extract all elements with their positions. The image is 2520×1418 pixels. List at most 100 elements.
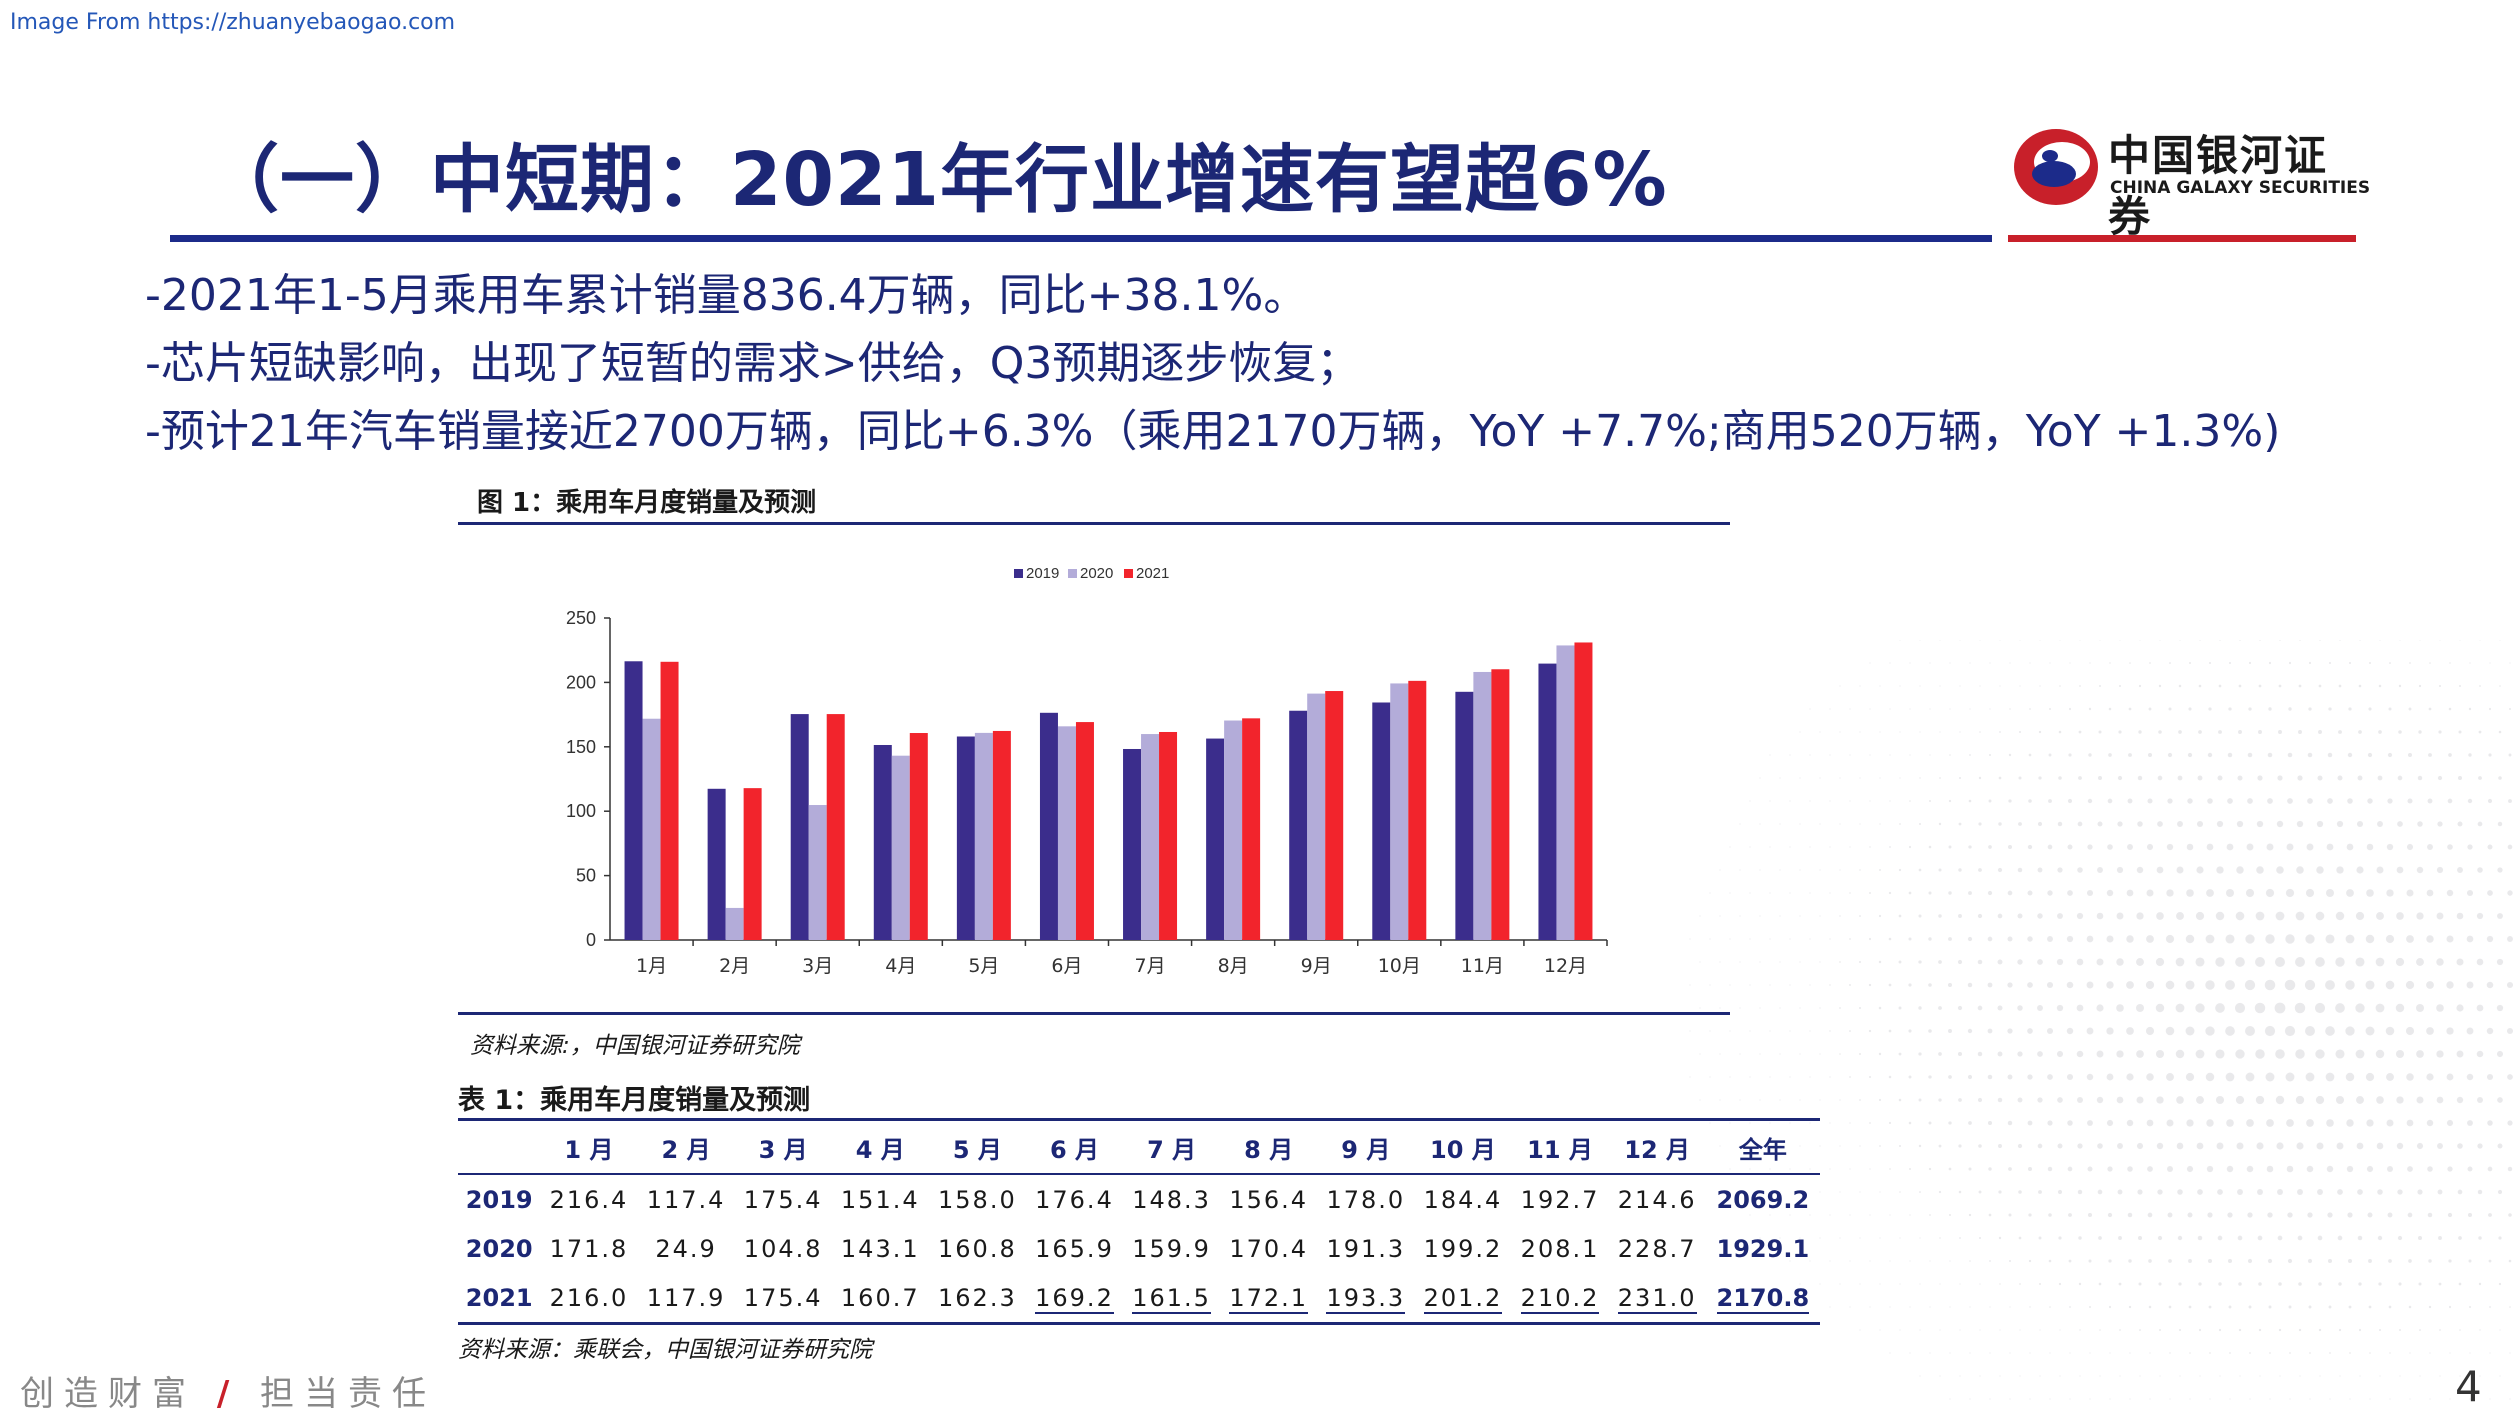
table-cell: 170.4 (1229, 1234, 1309, 1263)
table-cell: 159.9 (1132, 1234, 1211, 1263)
table-header-cell: 10 月 (1414, 1118, 1512, 1175)
bar-2020-2月 (725, 907, 744, 940)
table-cell: 231.0 (1608, 1273, 1706, 1325)
table-cell: 169.2 (1025, 1273, 1124, 1325)
table-row: 2020 171.8 24.9 104.8 143.1 160.8 165.9 159.9 17… (458, 1224, 1820, 1273)
table-cell: 216.4 (549, 1185, 629, 1214)
table-cell: 210.2 (1511, 1273, 1609, 1325)
table-cell: 184.4 (1423, 1185, 1503, 1214)
y-tick-label: 0 (586, 930, 596, 950)
bar-2020-1月 (642, 718, 661, 940)
bar-2019-5月 (956, 736, 975, 940)
x-tick-label: 11月 (1461, 955, 1504, 977)
y-tick-label: 200 (566, 672, 596, 692)
bar-2021-6月 (1075, 722, 1094, 940)
table-title: 表 1：乘用车月度销量及预测 (458, 1085, 811, 1116)
bar-2021-8月 (1242, 718, 1261, 940)
bullet-point: -2021年1-5月乘用车累计销量836.4万辆，同比+38.1%。 (145, 270, 1308, 321)
legend-swatch-2021 (1124, 569, 1133, 578)
table-header-cell: 4 月 (831, 1118, 929, 1175)
table-cell: 160.7 (831, 1273, 929, 1325)
table-cell: 175.4 (734, 1273, 832, 1325)
table-cell: 117.9 (637, 1273, 735, 1325)
table-cell: 175.4 (743, 1185, 823, 1214)
bar-2019-3月 (790, 714, 809, 940)
x-tick-label: 10月 (1378, 955, 1421, 977)
table-header-cell: 12 月 (1608, 1118, 1706, 1175)
x-tick-label: 3月 (802, 955, 833, 977)
legend-swatch-2020 (1068, 569, 1077, 578)
bar-2021-5月 (992, 730, 1011, 940)
x-tick-label: 4月 (885, 955, 916, 977)
figure-source-note: 资料来源:，中国银河证券研究院 (470, 1033, 800, 1059)
table-row: 2021 216.0 117.9 175.4 160.7 162.3 169.2 161.5 1… (458, 1273, 1820, 1325)
logo-divider (2008, 235, 2356, 242)
x-tick-label: 6月 (1051, 955, 1082, 977)
bar-2019-6月 (1039, 712, 1058, 940)
figure-title-rule (458, 522, 1730, 525)
x-tick-label: 1月 (636, 955, 667, 977)
table-source-note: 资料来源：乘联会，中国银河证券研究院 (458, 1337, 872, 1363)
bar-2020-4月 (891, 755, 910, 940)
table-cell: 143.1 (840, 1234, 920, 1263)
source-watermark: Image From https://zhuanyebaogao.com (10, 10, 456, 35)
bar-2020-9月 (1307, 693, 1326, 940)
table-cell: 24.9 (655, 1234, 717, 1263)
table-header-cell: 全年 (1705, 1118, 1820, 1175)
table-cell: 162.3 (928, 1273, 1026, 1325)
bar-2021-12月 (1574, 642, 1593, 940)
monthly-sales-bar-chart: 2019 2020 2021 0 50 100 150 200 250 1月 2月 3月 4月 5月 6月 7… (566, 565, 1608, 977)
bar-2021-3月 (826, 714, 845, 940)
bar-2019-10月 (1372, 702, 1391, 940)
table-cell: 161.5 (1123, 1273, 1221, 1325)
table-header-cell: 7 月 (1123, 1118, 1221, 1175)
bar-2020-8月 (1224, 720, 1243, 940)
figure-bottom-rule (458, 1012, 1730, 1015)
bar-2019-4月 (873, 744, 892, 940)
x-tick-label: 7月 (1134, 955, 1165, 977)
slogan-separator: / (216, 1374, 240, 1414)
page-number: 4 (2455, 1362, 2482, 1411)
slide-title: （一）中短期：2021年行业增速有望超6% (205, 137, 1668, 223)
bar-2019-2月 (707, 788, 726, 940)
bar-2021-7月 (1159, 731, 1178, 940)
table-cell: 172.1 (1220, 1273, 1318, 1325)
footer-slogan: 创造财富 / 担当责任 (20, 1366, 436, 1415)
table-header-cell: 11 月 (1511, 1118, 1609, 1175)
bar-2020-7月 (1141, 734, 1160, 940)
y-tick-label: 50 (576, 866, 596, 886)
table-header-cell: 2 月 (637, 1118, 735, 1175)
bar-2019-8月 (1206, 738, 1225, 940)
bar-2021-1月 (660, 661, 679, 940)
table-cell: 117.4 (646, 1185, 726, 1214)
bar-2020-3月 (808, 805, 827, 940)
bar-2019-1月 (624, 661, 643, 940)
table-row: 2019 216.4 117.4 175.4 151.4 158.0 176.4 148.3 1… (458, 1174, 1820, 1224)
slogan-left: 创造财富 (20, 1374, 196, 1414)
figure-title: 图 1：乘用车月度销量及预测 (477, 488, 817, 518)
legend-label-2019: 2019 (1026, 565, 1059, 582)
bar-2021-11月 (1491, 669, 1510, 940)
bullet-point: -预计21年汽车销量接近2700万辆，同比+6.3%（乘用2170万辆，YoY … (145, 406, 2281, 457)
table-header-cell: 1 月 (540, 1118, 638, 1175)
x-tick-label: 12月 (1544, 955, 1587, 977)
table-cell: 191.3 (1326, 1234, 1406, 1263)
table-cell: 199.2 (1423, 1234, 1503, 1263)
bullet-point: -芯片短缺影响，出现了短暂的需求>供给，Q3预期逐步恢复； (145, 338, 1361, 389)
bar-2019-12月 (1538, 663, 1557, 940)
legend-label-2020: 2020 (1080, 565, 1113, 582)
bar-2020-6月 (1057, 726, 1076, 940)
x-tick-label: 8月 (1218, 955, 1249, 977)
table-header-cell: 3 月 (734, 1118, 832, 1175)
bar-2020-10月 (1390, 683, 1409, 940)
bar-2020-5月 (974, 732, 993, 940)
table-cell: 148.3 (1132, 1185, 1211, 1214)
table-total-cell: 2069.2 (1716, 1185, 1810, 1214)
table-header-cell: 6 月 (1025, 1118, 1124, 1175)
bar-2021-10月 (1408, 680, 1427, 940)
bar-2019-11月 (1455, 691, 1474, 940)
table-cell: 171.8 (549, 1234, 629, 1263)
legend-label-2021: 2021 (1136, 565, 1169, 582)
bar-2021-2月 (743, 788, 762, 940)
